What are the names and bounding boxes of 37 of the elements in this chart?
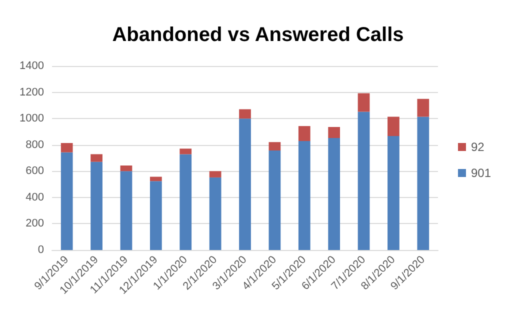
bar [388,136,400,250]
bar [209,171,222,178]
bar [180,148,192,154]
bar [358,112,370,250]
legend-label: 901 [470,166,492,180]
bar [209,177,222,250]
legend-label: 92 [470,140,485,154]
bar [120,171,132,250]
bar [90,154,102,162]
y-tick-label: 200 [26,218,44,230]
bar [298,141,310,250]
bar [417,116,430,250]
bar [239,118,251,250]
bar [417,98,430,117]
bar [388,116,400,136]
bar [180,154,192,250]
y-tick-label: 1200 [20,86,44,98]
y-tick-label: 1400 [20,60,44,72]
bar [150,176,162,182]
bar [120,165,132,172]
bar [268,150,281,250]
y-tick-label: 400 [26,191,44,204]
bar [239,109,251,119]
bar [328,126,340,138]
bar [328,138,340,250]
bar [60,143,73,152]
bar [268,142,281,151]
y-tick-label: 800 [26,138,44,151]
chart-title: Abandoned vs Answered Calls [112,24,404,46]
y-tick-label: 0 [38,244,44,256]
bar [90,162,102,250]
bar [60,152,73,250]
bar [358,93,370,112]
y-tick-label: 1000 [20,112,44,125]
bar [150,181,162,250]
bar [298,126,310,142]
y-tick-label: 600 [26,165,44,178]
